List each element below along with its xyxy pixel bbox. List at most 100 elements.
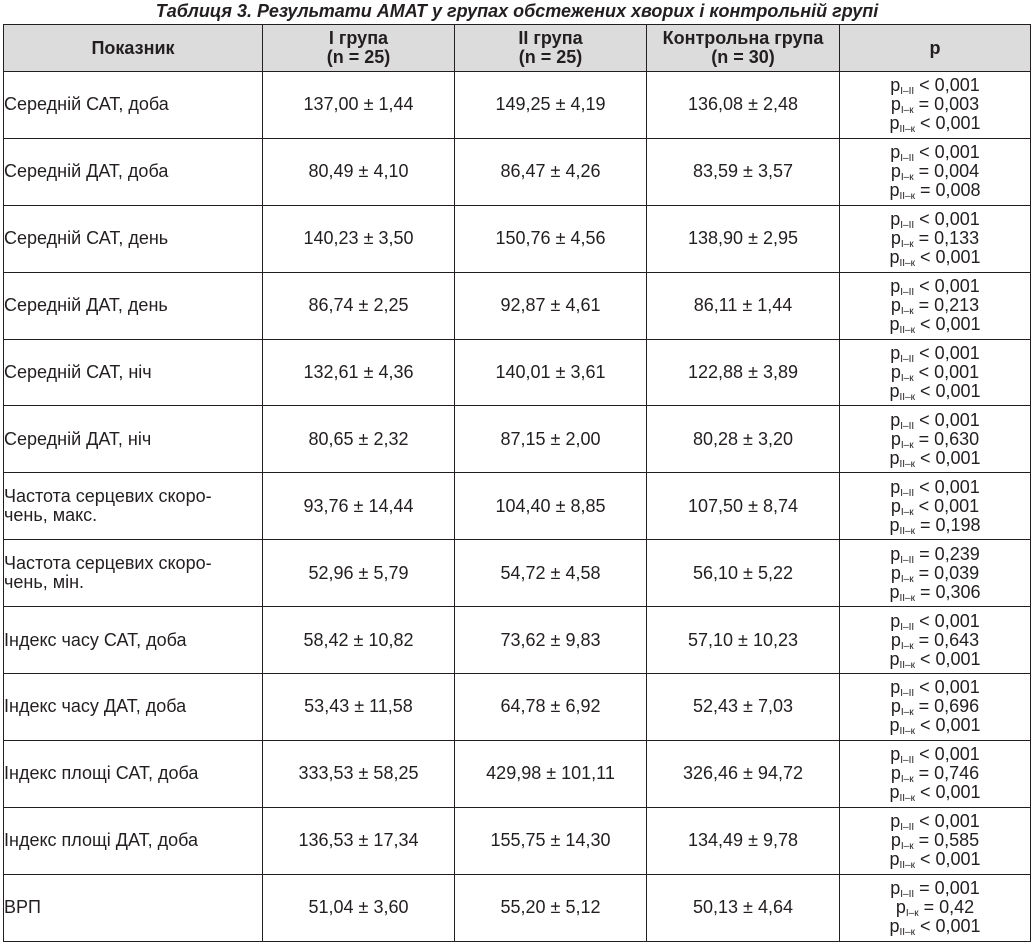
p-value-cell: pІ–ІІ < 0,001 pІ–к < 0,001 pІІ–к < 0,001 [839,338,1031,407]
indicator-cell: ВРП [3,873,263,942]
p-value: = 0,039 [913,562,980,583]
group1-value-cell: 86,74 ± 2,25 [262,271,455,340]
table-row: Середній ДАТ, день 86,74 ± 2,25 92,87 ± 4,… [3,271,1031,340]
p-value: = 0,585 [913,830,980,851]
p-value: < 0,001 [914,677,980,698]
p-comparison-subscript: І–к [900,172,914,184]
indicator-cell: Індекс часу САТ, доба [3,606,263,675]
header-indicator: Показник [3,24,263,72]
table-row: Індекс часу ДАТ, доба 53,43 ± 11,58 64,78 … [3,673,1031,741]
p-symbol: p [890,811,901,832]
header-group1-name: І група [328,28,389,48]
group2-value-cell: 73,62 ± 9,83 [454,606,647,675]
control-value-cell: 134,49 ± 9,78 [646,806,840,875]
group1-value-cell: 137,00 ± 1,44 [262,71,455,139]
p-value-line: pІІ–к < 0,001 [840,113,1030,135]
p-value-line: pІ–ІІ = 0,239 [840,544,1030,566]
p-value-cell: pІ–ІІ < 0,001 pІ–к = 0,696 pІІ–к < 0,001 [839,673,1031,741]
indicator-cell: Індекс площі ДАТ, доба [3,806,263,875]
p-value-line: pІ–к = 0,696 [840,696,1030,718]
p-value-line: pІ–ІІ < 0,001 [840,75,1030,97]
indicator-cell: Частота серцевих скоро- чень, мін. [3,539,263,608]
p-comparison-subscript: І–к [900,640,914,652]
group2-value-cell: 64,78 ± 6,92 [454,673,647,741]
p-value-line: pІ–к < 0,001 [840,495,1030,518]
p-symbol: p [890,142,901,163]
header-group1-n: (n = 25) [326,47,391,67]
group2-value-cell: 150,76 ± 4,56 [454,204,647,273]
p-symbol: p [890,295,901,316]
group2-value-cell: 429,98 ± 101,11 [454,739,647,808]
p-symbol: p [890,830,901,851]
p-value-line: pІ–ІІ < 0,001 [840,477,1030,498]
header-group2: ІІ група (n = 25) [454,24,647,72]
p-symbol: p [889,581,900,602]
p-comparison-subscript: І–к [900,841,914,853]
p-comparison-subscript: І–ІІ [900,554,915,566]
p-comparison-subscript: І–ІІ [900,621,915,633]
p-value: < 0,001 [913,495,980,516]
p-comparison-subscript: ІІ–к [899,458,915,470]
p-symbol: p [890,209,901,230]
p-value-line: pІ–к = 0,42 [840,898,1030,919]
p-symbol: p [889,782,900,803]
p-value: < 0,001 [914,447,981,468]
p-value-line: pІІ–к < 0,001 [840,715,1030,737]
p-value: = 0,001 [914,878,980,899]
p-symbol: p [890,629,901,650]
p-symbol: p [889,247,900,268]
p-value-cell: pІ–ІІ < 0,001 pІ–к = 0,003 pІІ–к < 0,001 [839,71,1031,139]
p-comparison-subscript: І–ІІ [900,420,915,432]
p-value: < 0,001 [914,715,981,736]
p-value-line: pІ–к = 0,133 [840,229,1030,250]
p-symbol: p [890,94,901,115]
p-value: = 0,213 [913,295,980,316]
p-symbol: p [889,514,900,535]
p-value: = 0,004 [913,161,980,182]
p-symbol: p [890,75,901,96]
p-value-line: pІ–ІІ < 0,001 [840,142,1030,165]
results-table: Показник І група (n = 25) ІІ група (n = … [3,24,1031,942]
p-comparison-subscript: І–ІІ [900,889,915,901]
group1-value-cell: 93,76 ± 14,44 [262,472,455,541]
p-value: < 0,001 [914,314,981,335]
p-comparison-subscript: І–ІІ [900,153,915,165]
p-value-line: pІ–к = 0,630 [840,428,1030,450]
group1-value-cell: 140,23 ± 3,50 [262,204,455,273]
p-value-line: pІ–ІІ < 0,001 [840,410,1030,432]
p-value-line: pІ–ІІ < 0,001 [840,677,1030,700]
p-comparison-subscript: ІІ–к [899,525,915,537]
table-row: Індекс часу САТ, доба 58,42 ± 10,82 73,62 … [3,606,1031,675]
control-value-cell: 326,46 ± 94,72 [646,739,840,808]
p-value-line: pІІ–к < 0,001 [840,916,1030,938]
p-symbol: p [889,916,900,937]
p-value-line: pІ–к = 0,643 [840,629,1030,652]
p-symbol: p [889,447,900,468]
p-value-cell: pІ–ІІ < 0,001 pІ–к = 0,630 pІІ–к < 0,001 [839,405,1031,474]
p-value: = 0,630 [913,428,980,449]
p-value-cell: pІ–ІІ < 0,001 pІ–к = 0,746 pІІ–к < 0,001 [839,739,1031,808]
p-value: = 0,643 [913,629,980,650]
p-value-line: pІ–ІІ < 0,001 [840,277,1030,298]
p-symbol: p [889,113,900,134]
table-row: Частота серцевих скоро- чень, мін. 52,96 … [3,539,1031,608]
p-value: < 0,001 [914,142,980,163]
p-comparison-subscript: І–ІІ [900,220,915,232]
p-value: < 0,001 [914,247,981,268]
indicator-cell: Індекс часу ДАТ, доба [3,673,263,741]
indicator-cell: Середній ДАТ, доба [3,137,263,206]
indicator-cell: Середній САТ, ніч [3,338,263,407]
p-value: = 0,003 [913,94,980,115]
indicator-cell: Частота серцевих скоро- чень, макс. [3,472,263,541]
p-comparison-subscript: І–к [900,506,914,518]
p-symbol: p [889,381,900,401]
p-value: = 0,696 [913,696,980,717]
header-group1: І група (n = 25) [262,24,455,72]
p-symbol: p [890,161,901,182]
p-comparison-subscript: І–ІІ [900,688,915,700]
indicator-cell: Середній ДАТ, день [3,271,263,340]
p-value: < 0,001 [914,209,980,230]
p-value-cell: pІ–ІІ < 0,001 pІ–к = 0,004 pІІ–к = 0,008 [839,137,1031,206]
p-symbol: p [890,428,901,449]
p-symbol: p [890,696,901,717]
